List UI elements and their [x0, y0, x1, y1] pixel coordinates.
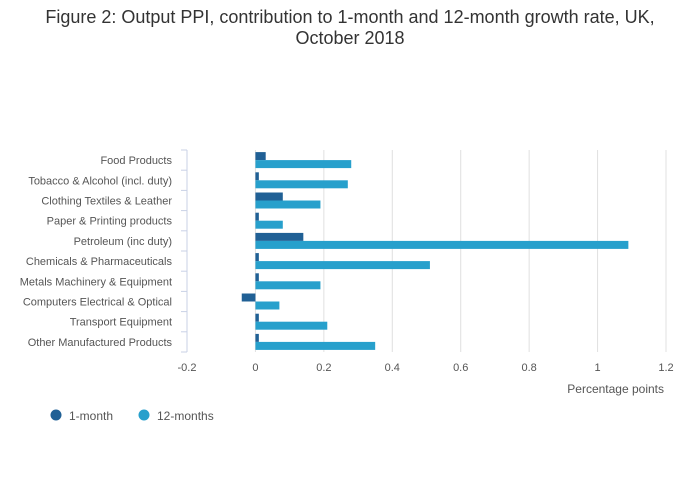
category-label: Petroleum (inc duty): [74, 236, 172, 248]
bar-12-months[interactable]: [255, 160, 352, 169]
x-tick-label: -0.2: [178, 362, 197, 374]
bar-12-months[interactable]: [255, 281, 321, 290]
category-label: Food Products: [100, 155, 172, 167]
bar-12-months[interactable]: [255, 200, 321, 209]
category-labels: Food Products Tobacco & Alcohol (incl. du…: [20, 155, 173, 349]
bar-1-month[interactable]: [255, 192, 283, 201]
legend-item-1-month[interactable]: 1-month: [50, 409, 114, 423]
bar-1-month[interactable]: [255, 313, 259, 322]
bar-1-month[interactable]: [255, 152, 266, 161]
bar-1-month[interactable]: [255, 273, 259, 282]
legend-swatch: [50, 409, 62, 421]
bar-1-month[interactable]: [255, 333, 259, 342]
category-label: Paper & Printing products: [47, 216, 173, 228]
x-tick-label: 0: [252, 362, 258, 374]
category-label: Transport Equipment: [70, 317, 172, 329]
bar-12-months[interactable]: [255, 321, 328, 330]
x-tick-label: 0.4: [385, 362, 400, 374]
legend-swatch: [138, 409, 150, 421]
bars: [241, 152, 629, 350]
bar-12-months[interactable]: [255, 341, 376, 350]
legend[interactable]: 1-month 12-months: [50, 409, 214, 423]
x-tick-label: 0.6: [453, 362, 468, 374]
category-label: Computers Electrical & Optical: [23, 297, 172, 309]
category-label: Tobacco & Alcohol (incl. duty): [28, 175, 172, 187]
category-label: Other Manufactured Products: [28, 337, 173, 349]
legend-label: 1-month: [69, 409, 113, 423]
bar-1-month[interactable]: [255, 212, 259, 221]
category-label: Clothing Textiles & Leather: [41, 196, 172, 208]
bar-1-month[interactable]: [241, 293, 256, 302]
x-tick-labels: -0.2 0 0.2 0.4 0.6 0.8 1 1.2: [178, 362, 674, 374]
bar-1-month[interactable]: [255, 172, 259, 181]
bar-1-month[interactable]: [255, 232, 304, 241]
category-axis: [181, 149, 188, 353]
x-tick-label: 1: [595, 362, 601, 374]
bar-12-months[interactable]: [255, 301, 280, 310]
chart-title: Figure 2: Output PPI, contribution to 1-…: [45, 7, 655, 48]
x-tick-label: 1.2: [658, 362, 673, 374]
bar-12-months[interactable]: [255, 180, 348, 189]
bar-12-months[interactable]: [255, 220, 283, 229]
bar-12-months[interactable]: [255, 240, 629, 249]
x-axis-title: Percentage points: [567, 382, 664, 396]
category-label: Metals Machinery & Equipment: [20, 276, 172, 288]
x-tick-label: 0.8: [521, 362, 536, 374]
x-tick-label: 0.2: [316, 362, 331, 374]
category-label: Chemicals & Pharmaceuticals: [26, 256, 173, 268]
bar-1-month[interactable]: [255, 253, 259, 262]
bar-12-months[interactable]: [255, 261, 430, 270]
legend-item-12-months[interactable]: 12-months: [138, 409, 214, 423]
legend-label: 12-months: [157, 409, 214, 423]
